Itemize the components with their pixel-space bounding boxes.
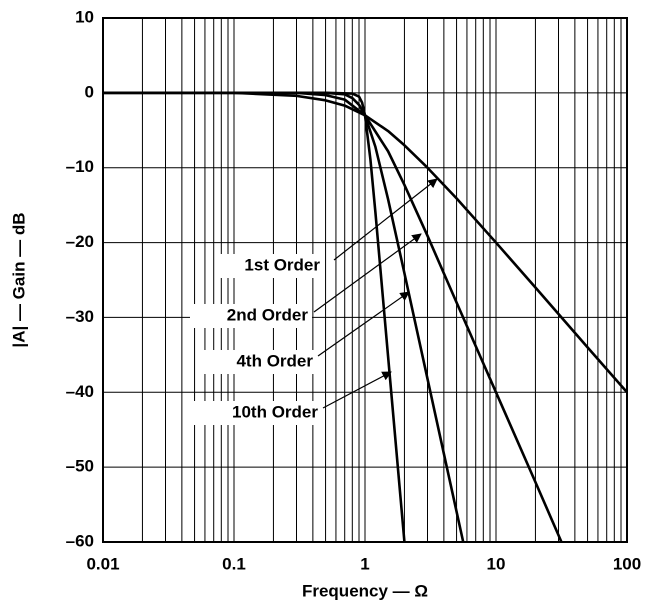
x-tick-label: 1 (360, 554, 369, 573)
label-background (190, 401, 322, 425)
y-tick-label: –60 (66, 531, 94, 550)
series-line (103, 91, 406, 543)
y-tick-label: –10 (66, 157, 94, 176)
y-tick-label: –20 (66, 232, 94, 251)
y-axis-label: |A| — Gain — dB (9, 212, 28, 347)
x-tick-label: 0.1 (222, 554, 246, 573)
label-background (199, 350, 317, 374)
y-tick-label: –30 (66, 307, 94, 326)
label-arrow (313, 233, 422, 313)
label-arrow (317, 291, 410, 357)
label-arrow (322, 371, 392, 409)
y-tick-label: –50 (66, 457, 94, 476)
plot-frame (102, 17, 628, 543)
x-tick-label: 10 (487, 554, 506, 573)
x-tick-label: 0.01 (86, 554, 119, 573)
series-label: 1st Order (244, 255, 320, 274)
label-background (218, 254, 324, 278)
y-tick-label: 10 (75, 7, 94, 26)
x-tick-label: 100 (613, 554, 641, 573)
series-label: 4th Order (236, 351, 313, 370)
label-arrow (333, 178, 438, 261)
series-line (103, 91, 628, 394)
series-label: 2nd Order (227, 305, 309, 324)
y-tick-label: –40 (66, 382, 94, 401)
x-axis-label: Frequency — Ω (302, 581, 428, 600)
series-label: 10th Order (232, 402, 318, 421)
label-background (190, 304, 312, 328)
y-tick-label: 0 (85, 82, 94, 101)
